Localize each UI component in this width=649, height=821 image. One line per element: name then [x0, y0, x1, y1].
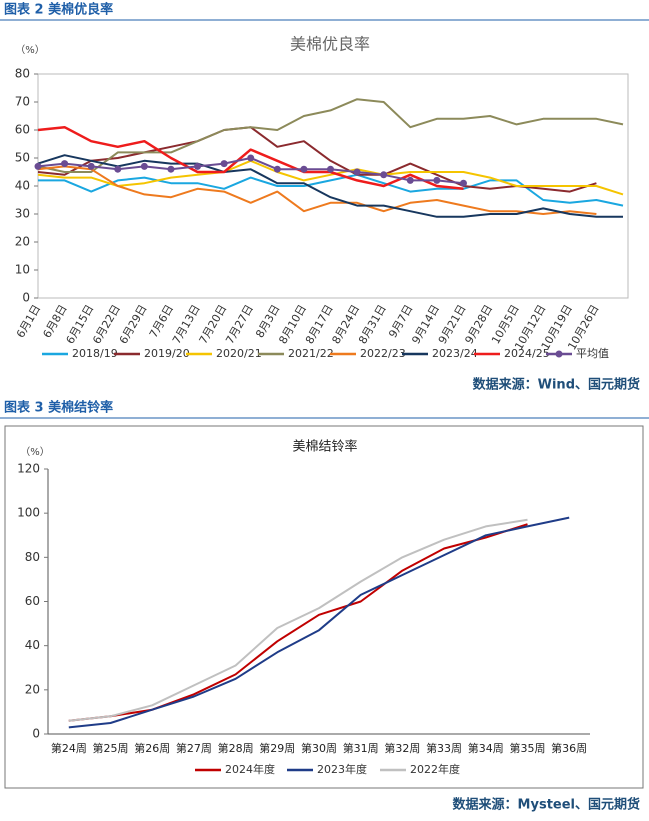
- y-tick-label: 20: [15, 235, 30, 249]
- series-line: [68, 516, 570, 729]
- x-tick-label: 9月7日: [386, 303, 415, 341]
- chart-title: 美棉优良率: [290, 35, 370, 54]
- legend-label: 2022/23: [360, 347, 406, 360]
- legend-label: 2020/21: [216, 347, 262, 360]
- x-tick-label: 第26周: [134, 741, 170, 755]
- y-tick-label: 0: [22, 291, 30, 305]
- x-tick-label: 第29周: [259, 741, 295, 755]
- x-tick-label: 第31周: [343, 741, 379, 755]
- series-marker: [87, 162, 95, 170]
- legend-label: 2024年度: [225, 762, 275, 776]
- chart-title: 美棉结铃率: [292, 439, 357, 455]
- x-tick-label: 6月8日: [41, 303, 70, 341]
- series-line: [68, 523, 528, 722]
- x-tick-label: 第32周: [384, 741, 420, 755]
- series-marker: [34, 162, 42, 170]
- y-tick-label: 50: [15, 151, 30, 165]
- y-tick-label: 70: [15, 95, 30, 109]
- x-tick-label: 第24周: [51, 741, 87, 755]
- legend-label: 2022年度: [410, 762, 460, 776]
- y-tick-label: 0: [32, 727, 40, 741]
- x-tick-label: 8月3日: [253, 303, 282, 341]
- y-tick-label: 30: [15, 207, 30, 221]
- y-tick-label: 60: [25, 594, 40, 608]
- series-marker: [406, 176, 414, 184]
- series-line: [37, 125, 464, 191]
- x-tick-label: 第33周: [426, 741, 462, 755]
- series-line: [68, 518, 528, 722]
- figure-caption: 图表 3 美棉结铃率: [4, 400, 113, 416]
- series-marker: [273, 165, 281, 173]
- series-line: [37, 165, 597, 215]
- legend-label: 2023年度: [317, 762, 367, 776]
- legend-label: 平均值: [576, 347, 609, 360]
- series-marker: [380, 171, 388, 179]
- x-tick-label: 第28周: [218, 741, 254, 755]
- x-tick-label: 第34周: [468, 741, 504, 755]
- x-tick-label: 7月6日: [147, 303, 176, 341]
- y-axis-unit: （%）: [20, 446, 50, 458]
- y-tick-label: 40: [25, 638, 40, 652]
- source-note: 数据来源：Wind、国元期货: [473, 377, 640, 393]
- series-marker: [300, 165, 308, 173]
- series-marker: [459, 179, 467, 187]
- legend-label: 2018/19: [72, 347, 118, 360]
- source-note: 数据来源：Mysteel、国元期货: [453, 797, 640, 813]
- y-tick-label: 80: [25, 550, 40, 564]
- y-tick-label: 60: [15, 123, 30, 137]
- series-marker: [247, 154, 255, 162]
- series-marker: [114, 165, 122, 173]
- series-line: [37, 126, 597, 193]
- y-tick-label: 20: [25, 682, 40, 696]
- y-tick-label: 100: [17, 506, 40, 520]
- x-tick-label: 第35周: [509, 741, 545, 755]
- y-tick-label: 120: [17, 462, 40, 476]
- legend-label: 2019/20: [144, 347, 190, 360]
- x-tick-label: 第30周: [301, 741, 337, 755]
- series-marker: [194, 162, 202, 170]
- legend-label: 2021/22: [288, 347, 334, 360]
- series-line: [37, 159, 624, 196]
- legend-label: 2023/24: [432, 347, 478, 360]
- series-line: [38, 173, 624, 207]
- figure-caption: 图表 2 美棉优良率: [4, 2, 113, 18]
- legend-marker: [555, 350, 563, 358]
- legend-label: 2024/25: [504, 347, 550, 360]
- series-marker: [327, 165, 334, 173]
- y-tick-label: 10: [15, 263, 30, 277]
- series-marker: [167, 165, 175, 173]
- series-marker: [61, 160, 69, 168]
- series-marker: [353, 168, 361, 176]
- x-tick-label: 第27周: [176, 741, 212, 755]
- x-tick-label: 第36周: [551, 741, 587, 755]
- series-marker: [220, 160, 228, 168]
- y-axis-unit: （%）: [15, 44, 45, 56]
- y-tick-label: 40: [15, 179, 30, 193]
- series-line: [37, 154, 623, 218]
- series-marker: [140, 162, 148, 170]
- series-marker: [433, 176, 441, 184]
- chart-frame: [4, 425, 644, 789]
- x-tick-label: 第25周: [93, 741, 129, 755]
- y-tick-label: 80: [15, 67, 30, 81]
- series-line: [37, 98, 624, 173]
- x-tick-label: 6月1日: [14, 303, 43, 341]
